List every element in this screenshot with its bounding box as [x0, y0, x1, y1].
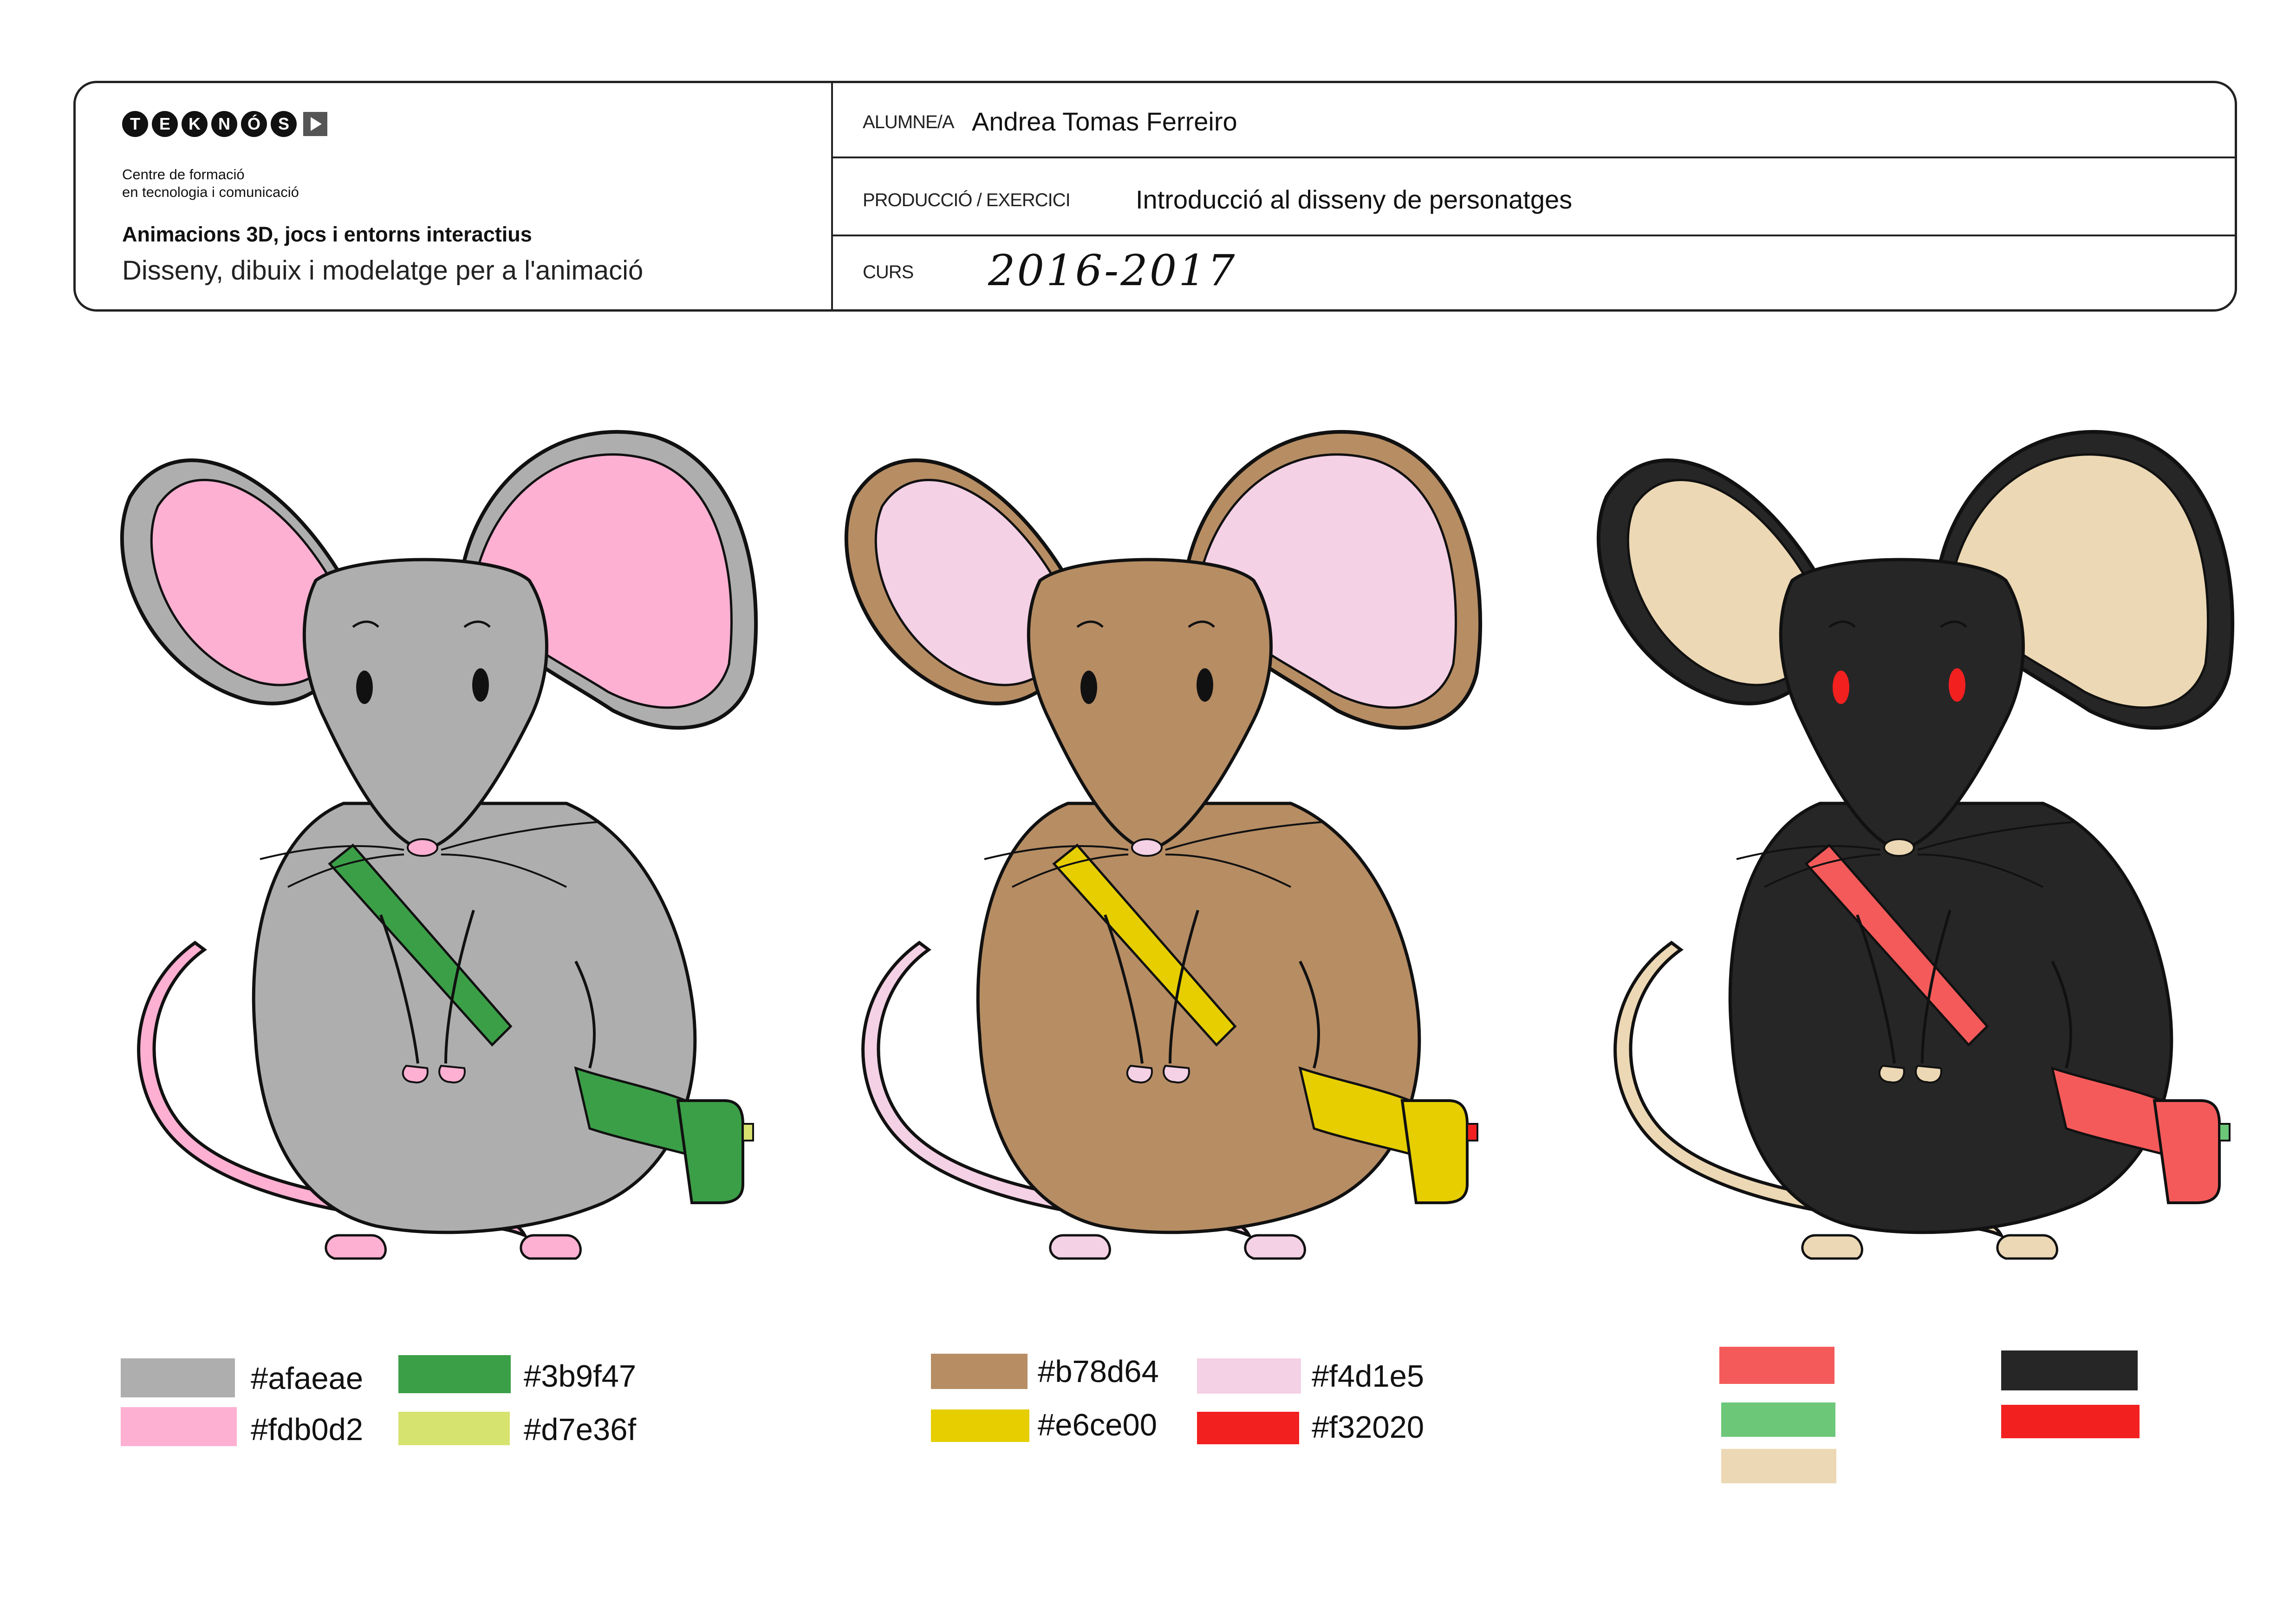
exercise-label: PRODUCCIÓ / EXERCICI	[863, 190, 1071, 210]
color-swatch	[1719, 1347, 1834, 1384]
mouse-illustrations	[120, 430, 2235, 1260]
color-swatch	[1197, 1358, 1301, 1394]
color-swatch	[121, 1407, 237, 1446]
teknos-logo: T E K N Ó S	[122, 111, 327, 137]
course-title: Animacions 3D, jocs i entorns interactiu…	[122, 222, 532, 246]
subject-title: Disseny, dibuix i modelatge per a l'anim…	[122, 255, 644, 286]
centre-line: Centre de formació	[122, 166, 245, 183]
centre-line: en tecnologia i comunicació	[122, 184, 299, 200]
color-code: #fdb0d2	[251, 1412, 364, 1447]
color-swatch	[398, 1355, 511, 1393]
exercise-name: Introducció al disseny de personatges	[1136, 185, 1573, 214]
color-code: #f4d1e5	[1312, 1359, 1424, 1394]
logo-letter: T	[122, 111, 148, 137]
color-code: #e6ce00	[1038, 1408, 1158, 1442]
color-swatch	[1721, 1449, 1836, 1483]
color-swatch	[398, 1412, 510, 1445]
logo-letter: S	[271, 111, 297, 137]
color-code: #f32020	[1312, 1410, 1424, 1445]
logo-letter: Ó	[241, 111, 267, 137]
black-mouse	[1596, 430, 2235, 1260]
color-swatch	[2001, 1405, 2140, 1438]
color-code: #d7e36f	[524, 1412, 637, 1447]
header-row-line	[833, 157, 2235, 158]
header-divider	[831, 83, 833, 309]
color-swatch	[931, 1409, 1029, 1442]
color-swatch	[121, 1358, 235, 1397]
year-label: CURS	[863, 262, 914, 282]
student-name: Andrea Tomas Ferreiro	[972, 107, 1237, 136]
logo-letter: K	[182, 111, 208, 137]
header-box: T E K N Ó S Centre de formació en tecnol…	[73, 81, 2237, 312]
color-code: #afaeae	[251, 1361, 364, 1396]
grey-mouse	[120, 430, 758, 1260]
year-value: 2016-2017	[988, 246, 1237, 295]
centre-description: Centre de formació en tecnologia i comun…	[122, 166, 299, 201]
logo-letter: E	[152, 111, 178, 137]
color-swatch	[2001, 1350, 2138, 1390]
header-row-line	[833, 235, 2235, 236]
logo-letter: N	[211, 111, 237, 137]
color-swatch	[1721, 1402, 1835, 1437]
student-label: ALUMNE/A	[863, 112, 954, 132]
brown-mouse	[844, 430, 1483, 1260]
color-swatch	[1197, 1412, 1299, 1444]
color-code: #b78d64	[1038, 1354, 1159, 1389]
color-code: #3b9f47	[524, 1359, 637, 1394]
color-swatch	[931, 1354, 1028, 1389]
play-icon	[303, 112, 327, 136]
